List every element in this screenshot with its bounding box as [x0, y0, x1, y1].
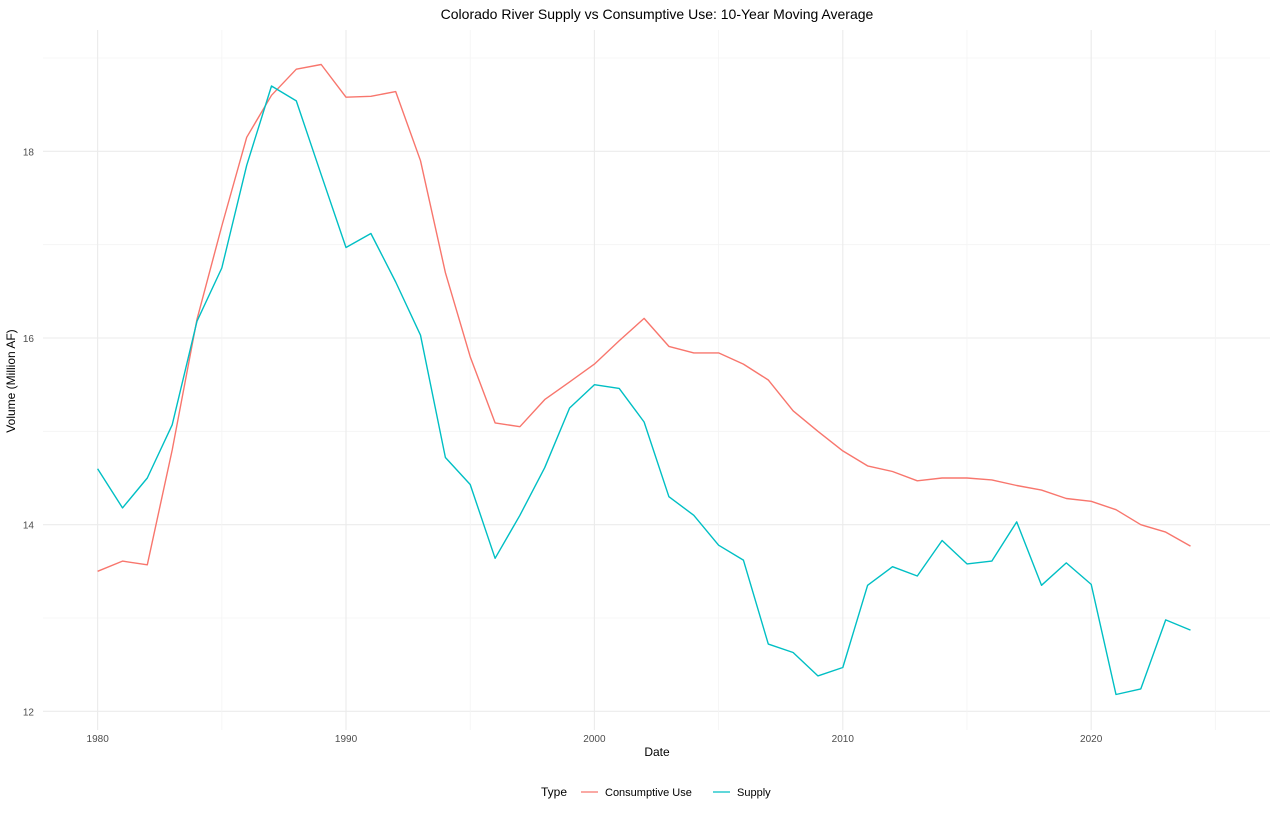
chart-title: Colorado River Supply vs Consumptive Use…	[441, 6, 874, 22]
y-tick-label: 14	[23, 521, 35, 532]
x-tick-label: 2010	[832, 734, 855, 745]
x-tick-label: 2000	[583, 734, 606, 745]
x-tick-label: 2020	[1080, 734, 1103, 745]
grid	[43, 30, 1270, 730]
y-tick-label: 18	[23, 147, 35, 158]
series-line-supply	[97, 85, 1191, 696]
tick-labels: 12 14 16 18 1980 1990 2000 2010 2020	[23, 147, 1103, 745]
x-axis-label: Date	[644, 745, 670, 759]
series-line-consumptive-use	[97, 63, 1191, 572]
y-tick-label: 16	[23, 334, 35, 345]
x-tick-label: 1990	[335, 734, 358, 745]
legend-label-consumptive-use: Consumptive Use	[605, 787, 692, 799]
legend: Type Consumptive Use Supply	[541, 785, 771, 799]
x-tick-label: 1980	[87, 734, 110, 745]
y-tick-label: 12	[23, 707, 35, 718]
legend-title: Type	[541, 785, 567, 799]
legend-label-supply: Supply	[737, 787, 771, 799]
series-lines	[97, 63, 1191, 696]
y-axis-label: Volume (Million AF)	[4, 329, 18, 432]
